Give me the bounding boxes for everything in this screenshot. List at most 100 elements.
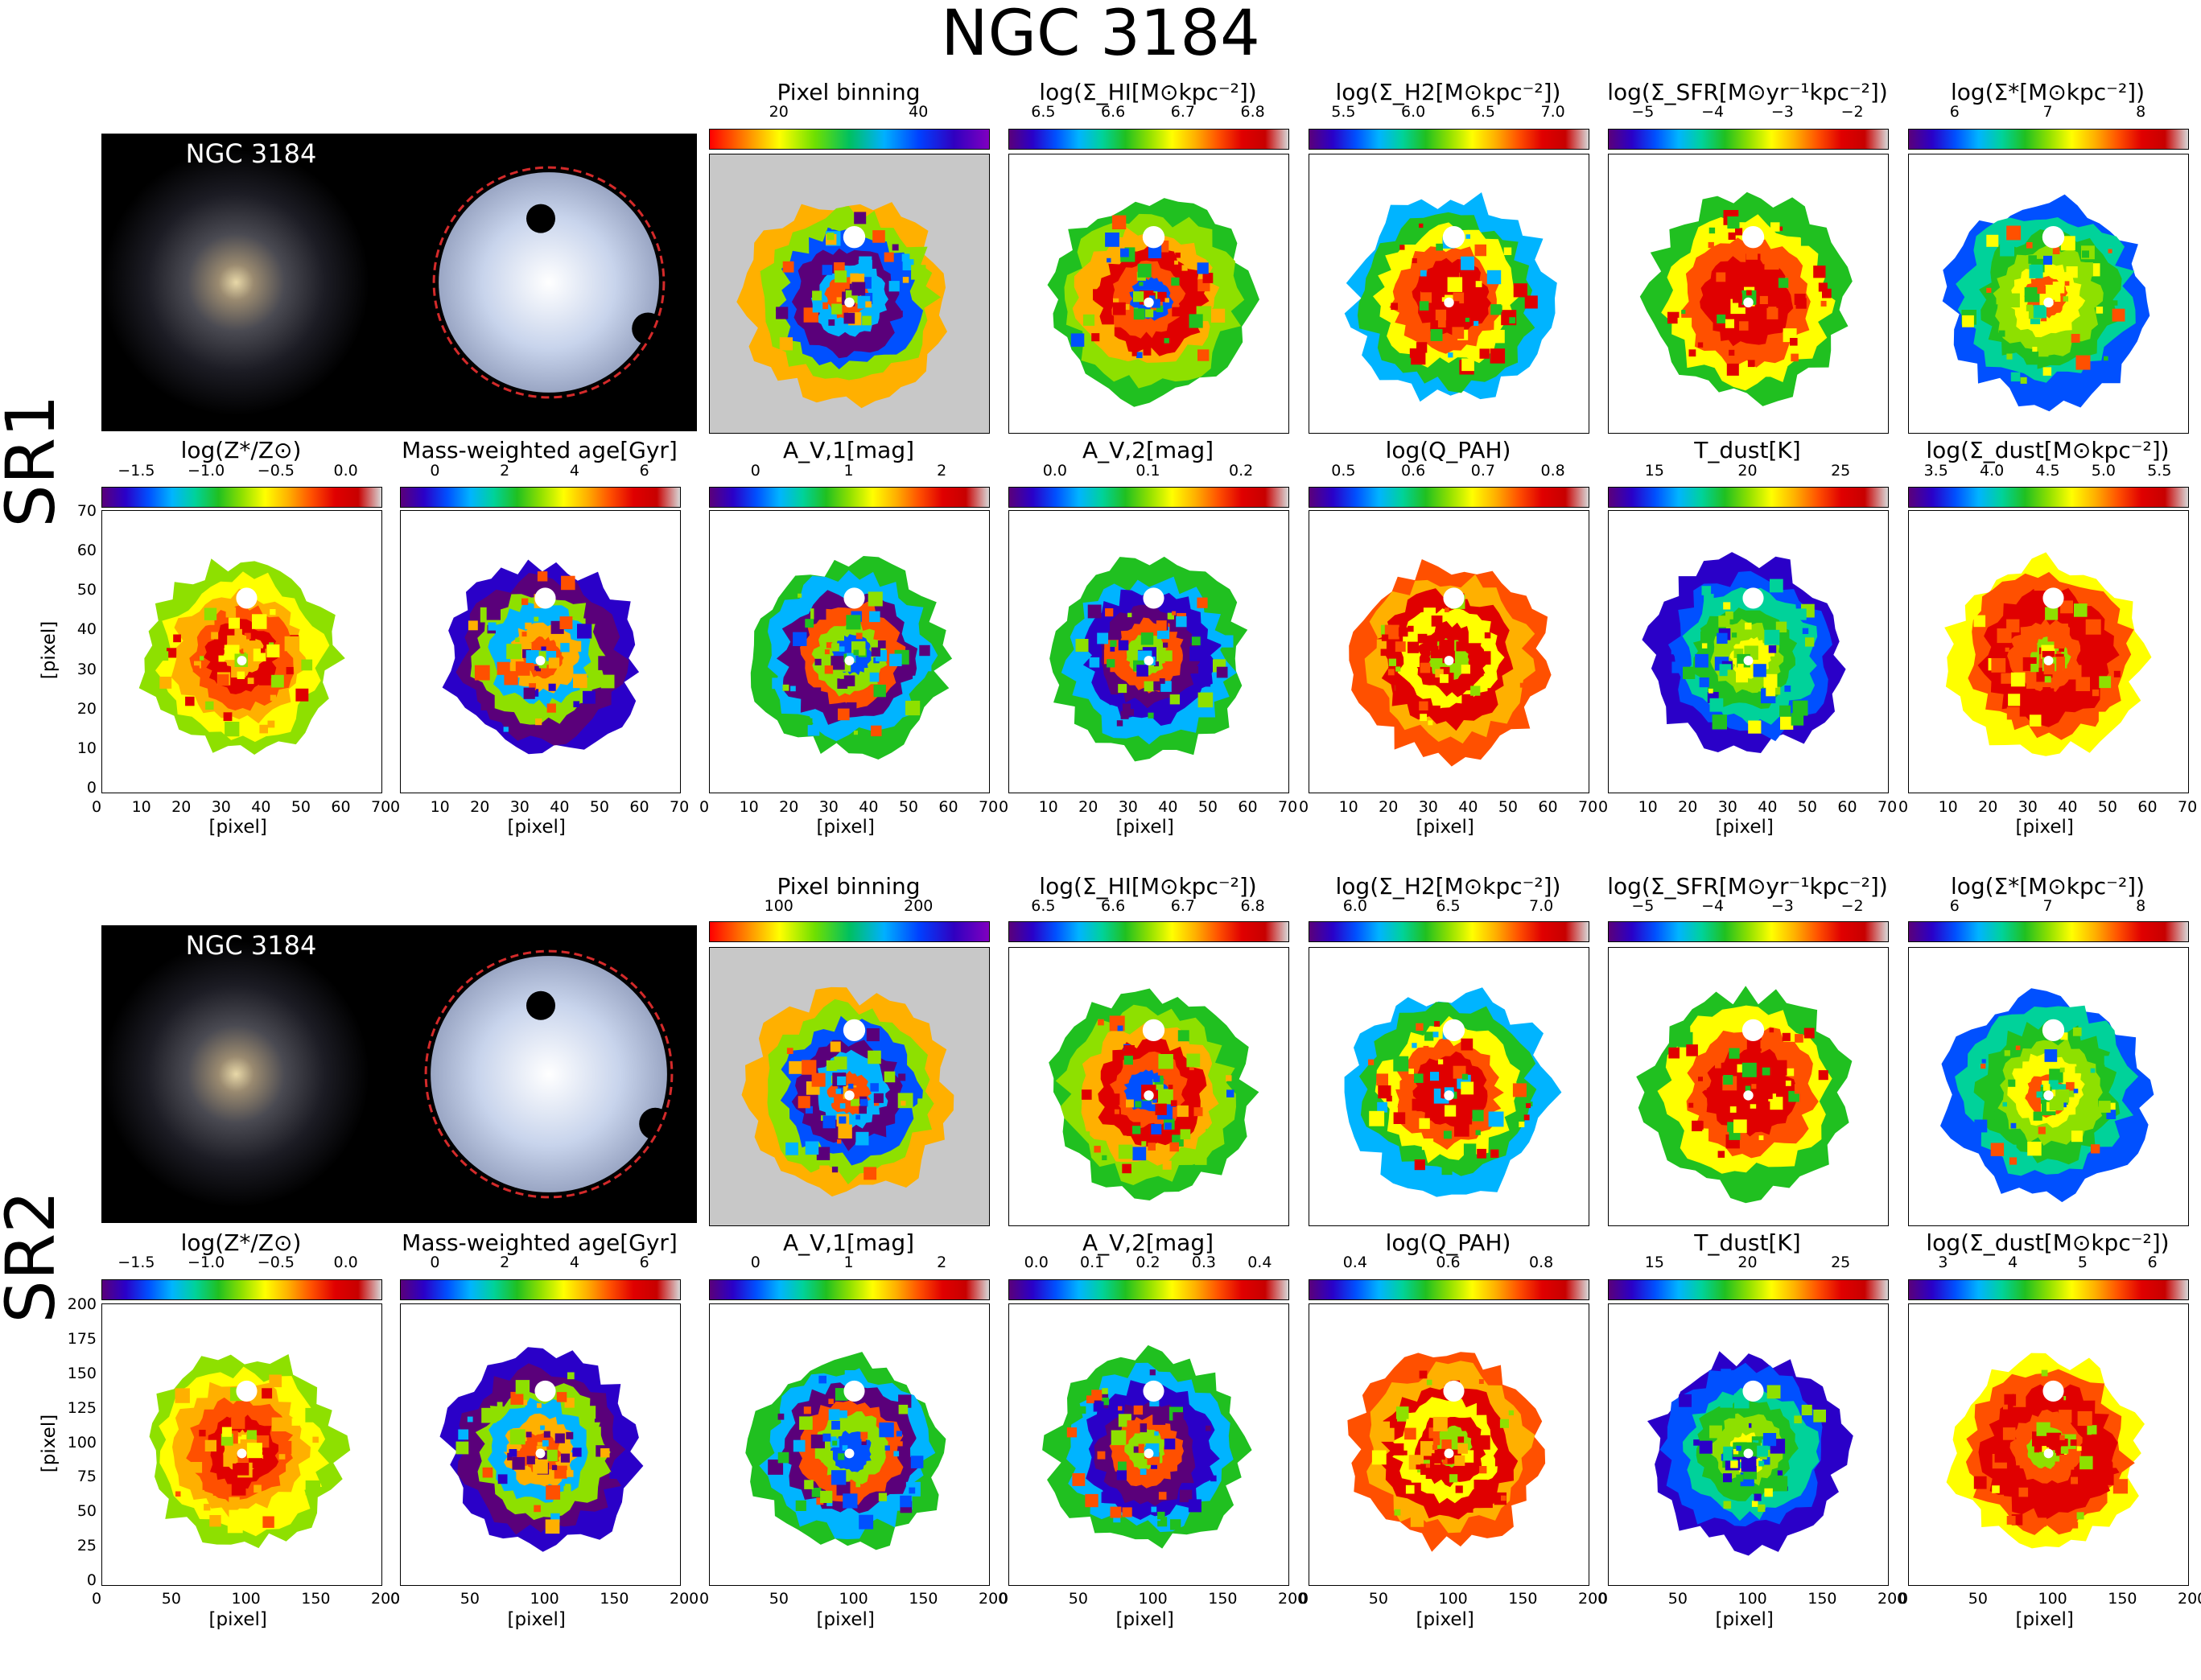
colorbar	[1908, 921, 2189, 942]
colorbar-title: log(Σ*[M⊙kpc⁻²])	[1950, 873, 2145, 900]
x-axis-tick-label: 200	[979, 1590, 1008, 1608]
colorbar	[1608, 1279, 1889, 1300]
colorbar-title: log(Σ_HI[M⊙kpc⁻²])	[1039, 79, 1257, 105]
x-axis-tick-label: 200	[371, 1590, 401, 1608]
colorbar-title: A_V,2[mag]	[1082, 437, 1214, 463]
x-axis-tick-label: 50	[589, 798, 610, 816]
colorbar	[1008, 129, 1289, 150]
x-axis-tick-label: 50	[1667, 1590, 1688, 1608]
galaxy-map-image	[1047, 198, 1259, 407]
map-panel	[709, 947, 990, 1226]
colorbar-tick-label: −1.5	[117, 1254, 155, 1271]
x-axis-tick-label: 0	[92, 798, 102, 816]
x-axis-tick-label: 40	[251, 798, 271, 816]
colorbar-tick-label: 6	[1949, 897, 1960, 915]
x-axis-tick-label: 50	[1368, 1590, 1388, 1608]
x-axis-label: [pixel]	[816, 817, 875, 838]
colorbar-tick-label: 0	[430, 462, 440, 480]
colorbar	[1008, 921, 1289, 942]
colorbar	[1908, 487, 2189, 508]
map-panel	[1309, 510, 1589, 793]
masked-disk	[431, 956, 667, 1192]
y-axis-tick-label: 25	[76, 1537, 97, 1555]
x-axis-tick-label: 50	[161, 1590, 181, 1608]
galaxy-map-image	[1636, 986, 1853, 1204]
x-axis-tick-label: 100	[1138, 1590, 1168, 1608]
x-axis-tick-label: 0	[1898, 798, 1909, 816]
colorbar-tick-label: 7	[2042, 897, 2053, 915]
x-axis-label: [pixel]	[208, 1609, 267, 1630]
map-panel	[1608, 947, 1889, 1226]
x-axis-tick-label: 30	[1717, 798, 1737, 816]
x-axis-tick-label: 40	[1758, 798, 1778, 816]
colorbar-tick-label: −0.5	[257, 462, 295, 480]
x-axis-tick-label: 100	[839, 1590, 868, 1608]
x-axis-tick-label: 0	[699, 798, 710, 816]
colorbar-tick-label: −3	[1770, 897, 1794, 915]
x-axis-tick-label: 10	[430, 798, 450, 816]
colorbar-tick-label: 20	[1737, 1254, 1758, 1271]
x-axis-label: [pixel]	[507, 817, 566, 838]
colorbar-tick-label: 3.5	[1923, 462, 1948, 480]
colorbar-tick-label: 0.3	[1191, 1254, 1216, 1271]
x-axis-tick-label: 50	[1197, 798, 1218, 816]
map-panel	[400, 510, 681, 793]
colorbar-tick-label: 5	[2077, 1254, 2088, 1271]
map-panel	[1008, 1303, 1289, 1586]
map-panel	[1309, 154, 1589, 434]
colorbar-tick-label: 6.0	[1342, 897, 1367, 915]
x-axis-label: [pixel]	[507, 1609, 566, 1630]
colorbar-tick-label: 6	[2147, 1254, 2158, 1271]
map-panel	[1908, 154, 2189, 434]
colorbar-title: T_dust[K]	[1694, 437, 1801, 463]
colorbar-tick-label: 6	[639, 462, 649, 480]
x-axis-tick-label: 150	[2108, 1590, 2137, 1608]
x-axis-tick-label: 40	[1458, 798, 1478, 816]
colorbar-tick-label: 2	[937, 462, 947, 480]
x-axis-tick-label: 50	[1968, 1590, 1988, 1608]
x-axis-tick-label: 10	[1338, 798, 1358, 816]
colorbar-tick-label: 0	[430, 1254, 440, 1271]
galaxy-name-label: NGC 3184	[185, 138, 317, 169]
x-axis-tick-label: 10	[1638, 798, 1658, 816]
colorbar-tick-label: 0.2	[1136, 1254, 1160, 1271]
colorbar-tick-label: 5.5	[1331, 103, 1356, 121]
y-axis-tick-label: 0	[86, 779, 97, 797]
x-axis-tick-label: 30	[818, 798, 839, 816]
colorbar-tick-label: 6	[1949, 103, 1960, 121]
galaxy-map-image	[1049, 556, 1248, 762]
map-panel	[1309, 947, 1589, 1226]
galaxy-map-image	[1647, 1351, 1853, 1556]
masked-galaxy-image	[401, 925, 697, 1223]
colorbar-tick-label: 7.0	[1529, 897, 1554, 915]
galaxy-map-image	[1049, 988, 1259, 1200]
x-axis-label: [pixel]	[1715, 1609, 1774, 1630]
galaxy-map-image	[1940, 988, 2154, 1203]
colorbar-tick-label: 6.8	[1240, 897, 1265, 915]
galaxy-map-image	[1944, 552, 2152, 756]
x-axis-tick-label: 10	[1038, 798, 1058, 816]
colorbar-tick-label: 0.0	[333, 1254, 358, 1271]
x-axis-tick-label: 60	[331, 798, 351, 816]
x-axis-tick-label: 150	[1208, 1590, 1238, 1608]
galaxy-map-image	[710, 948, 989, 1225]
x-axis-tick-label: 0	[1299, 1590, 1309, 1608]
x-axis-tick-label: 60	[1538, 798, 1558, 816]
colorbar	[101, 487, 382, 508]
x-axis-tick-label: 20	[171, 798, 192, 816]
y-axis-tick-label: 60	[76, 541, 97, 560]
x-axis-tick-label: 50	[769, 1590, 789, 1608]
y-axis-tick-label: 20	[76, 699, 97, 718]
x-axis-tick-label: 100	[1737, 1590, 1767, 1608]
x-axis-tick-label: 50	[460, 1590, 480, 1608]
colorbar-tick-label: −1.5	[117, 462, 155, 480]
colorbar-title: log(Σ_dust[M⊙kpc⁻²])	[1926, 1229, 2170, 1256]
colorbar-tick-label: 25	[1831, 462, 1851, 480]
x-axis-label: [pixel]	[1115, 1609, 1174, 1630]
x-axis-tick-label: 70	[1278, 798, 1298, 816]
colorbar	[709, 921, 990, 942]
colorbar-tick-label: 25	[1831, 1254, 1851, 1271]
x-axis-tick-label: 200	[1278, 1590, 1308, 1608]
aperture-circle	[424, 949, 674, 1199]
map-panel	[1608, 1303, 1889, 1586]
